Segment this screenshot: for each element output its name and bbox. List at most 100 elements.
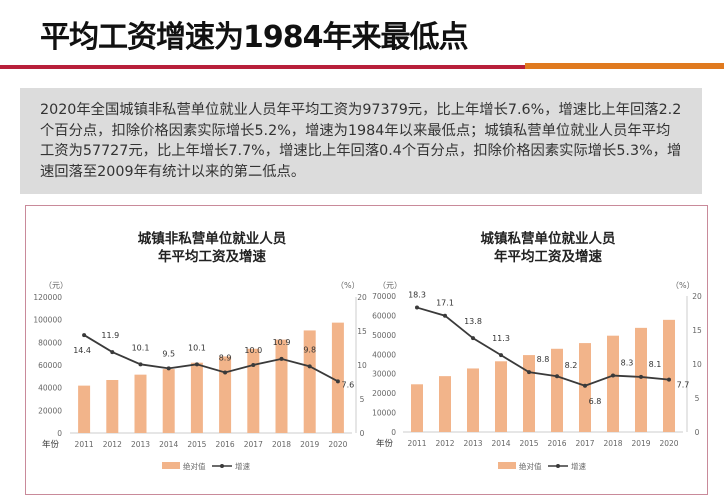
right-tick-label: 5 [360,395,365,404]
growth-point-2015 [194,362,199,367]
growth-point-2016 [555,374,559,379]
bar-2011 [411,384,423,432]
data-label: 13.8 [464,317,482,326]
growth-line [416,306,670,387]
right-tick-label: 5 [695,394,700,403]
left-tick-label: 80000 [38,338,62,347]
x-tick-label: 2011 [75,440,94,449]
left-tick-label: 70000 [372,292,396,301]
data-label: 9.5 [162,349,175,358]
x-tick-label: 2014 [159,440,178,449]
bar-2017 [247,348,260,433]
legend-bar-label: 绝对值 [183,461,206,471]
growth-point-2016 [223,370,228,375]
legend-bar-swatch [498,462,516,469]
bar-2015 [523,355,535,432]
bar-2014 [162,369,175,433]
left-tick-label: 20000 [38,406,62,415]
x-tick-label: 2017 [575,439,594,448]
bar-2011 [78,385,91,433]
right-tick-label: 10 [357,361,367,370]
data-label: 6.8 [589,397,602,406]
data-label: 10.0 [244,346,262,355]
data-label: 8.8 [537,355,550,364]
x-tick-label: 2020 [328,440,347,449]
legend-line-label: 增速 [571,461,586,471]
left-tick-label: 60000 [372,311,396,320]
growth-point-2019 [307,364,312,369]
chart-title: 城镇非私营单位就业人员 [138,230,287,247]
data-label: 8.3 [621,359,634,368]
chart-title: 年平均工资及增速 [158,248,266,265]
x-tick-label: 2011 [407,439,426,448]
data-label: 10.1 [132,343,150,352]
right-tick-label: 0 [360,429,365,438]
left-tick-label: 0 [391,428,396,437]
growth-point-2011 [82,333,87,338]
left-tick-label: 100000 [33,316,62,325]
divider-red [0,65,525,69]
right-tick-label: 0 [695,428,700,437]
legend-bar-label: 绝对值 [519,461,542,471]
x-tick-label: 2019 [300,440,319,449]
data-label: 18.3 [408,291,426,300]
x-tick-label: 2012 [103,440,122,449]
x-tick-label: 2016 [547,439,566,448]
growth-point-2012 [443,313,447,318]
data-label: 10.9 [273,338,291,347]
growth-point-2019 [639,374,643,379]
left-axis-unit: （元） [378,281,402,290]
left-tick-label: 40000 [38,384,62,393]
bar-2013 [134,374,147,433]
data-label: 9.8 [303,345,316,354]
bar-2012 [106,379,119,433]
x-tick-label: 2012 [435,439,454,448]
data-label: 7.7 [677,381,690,390]
data-label: 11.9 [101,331,119,340]
right-tick-label: 15 [692,326,702,335]
growth-point-2020 [335,379,340,384]
bar-2019 [303,330,316,433]
left-tick-label: 0 [57,429,62,438]
page-title: 平均工资增速为1984年来最低点 [40,20,468,55]
x-tick-label: 2020 [659,439,678,448]
left-axis-unit: （元） [44,281,68,290]
growth-point-2014 [166,366,171,371]
chart-title: 城镇私营单位就业人员 [481,230,616,247]
growth-point-2014 [499,353,503,358]
legend-line-label: 增速 [235,461,250,471]
data-label: 7.6 [342,380,355,389]
right-tick-label: 10 [692,360,702,369]
left-tick-label: 20000 [372,389,396,398]
data-label: 8.9 [219,353,232,362]
data-label: 14.4 [73,346,91,355]
x-tick-label: 2018 [272,440,291,449]
growth-point-2011 [415,305,419,310]
bar-2014 [495,361,507,432]
x-tick-label: 2015 [519,439,538,448]
right-tick-label: 20 [357,293,367,302]
left-tick-label: 30000 [372,370,396,379]
growth-point-2018 [279,356,284,361]
x-tick-label: 2019 [631,439,650,448]
right-axis-unit: （%） [671,281,695,290]
data-label: 8.1 [649,360,662,369]
x-tick-label: 2013 [131,440,150,449]
data-label: 10.1 [188,343,206,352]
growth-point-2018 [611,373,615,378]
bar-2012 [439,376,451,432]
legend-bar-swatch [162,462,180,469]
growth-point-2015 [527,370,531,375]
x-tick-label: 2015 [187,440,206,449]
growth-point-2017 [583,383,587,388]
bar-2018 [607,335,619,432]
divider-orange [525,63,724,69]
growth-point-2012 [110,350,115,355]
chart-title: 年平均工资及增速 [494,248,602,265]
right-axis-unit: （%） [336,281,360,290]
right-tick-label: 15 [357,327,367,336]
x-axis-label: 年份 [42,439,60,450]
growth-line [83,334,339,383]
right-tick-label: 20 [692,292,702,301]
